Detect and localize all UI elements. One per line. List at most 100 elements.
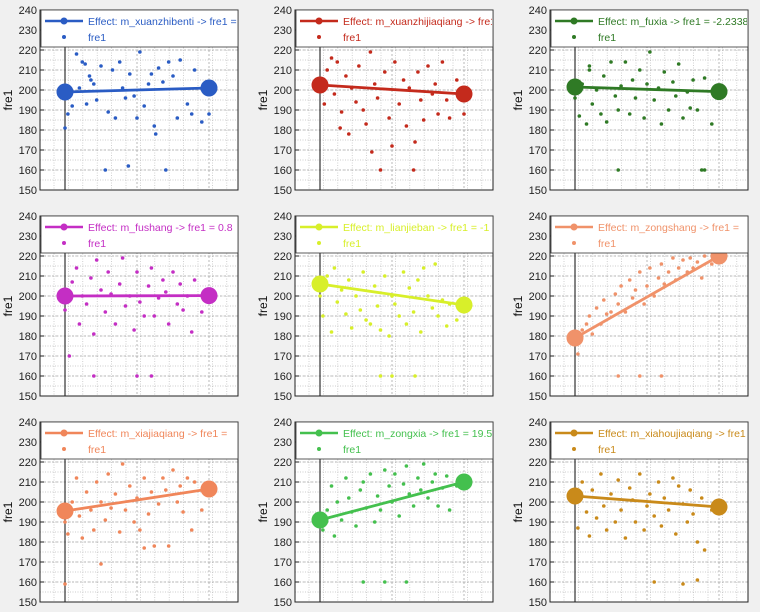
data-point — [354, 100, 358, 104]
data-point — [186, 476, 190, 480]
data-point — [413, 374, 417, 378]
legend-series-label: fre1 — [343, 238, 361, 250]
data-point — [405, 322, 409, 326]
data-point — [614, 520, 618, 524]
legend-effect-label: Effect: m_zongxia -> fre1 = 19.5 — [343, 428, 492, 440]
data-point — [383, 580, 387, 584]
data-point — [361, 480, 365, 484]
data-point — [164, 290, 168, 294]
data-point — [161, 278, 165, 282]
data-point — [128, 484, 132, 488]
y-tick-label: 150 — [19, 185, 37, 197]
y-axis-label: fre1 — [511, 89, 525, 110]
data-point — [124, 96, 128, 100]
data-point — [397, 314, 401, 318]
data-point — [95, 480, 99, 484]
data-point — [167, 544, 171, 548]
data-point — [590, 332, 594, 336]
legend-point-swatch — [572, 35, 576, 39]
y-tick-label: 150 — [529, 391, 547, 403]
data-point — [662, 70, 666, 74]
data-point — [691, 512, 695, 516]
data-point — [588, 68, 592, 72]
data-point — [152, 544, 156, 548]
data-point — [652, 98, 656, 102]
data-point — [118, 282, 122, 286]
data-point — [176, 116, 180, 120]
y-tick-label: 190 — [274, 105, 292, 117]
data-point — [667, 508, 671, 512]
data-point — [448, 116, 452, 120]
y-tick-label: 210 — [529, 477, 547, 489]
data-point — [325, 508, 329, 512]
data-point — [347, 132, 351, 136]
data-point — [376, 304, 380, 308]
y-tick-label: 190 — [274, 517, 292, 529]
data-point — [193, 68, 197, 72]
y-tick-label: 240 — [274, 5, 292, 17]
data-point — [344, 476, 348, 480]
data-point — [176, 500, 180, 504]
data-point — [657, 276, 661, 280]
y-tick-label: 190 — [529, 311, 547, 323]
data-point — [340, 110, 344, 114]
data-point — [445, 324, 449, 328]
legend-effect-label: Effect: m_xuanzhibenti -> fre1 = — [88, 16, 237, 28]
data-point — [402, 78, 406, 82]
data-point — [92, 528, 96, 532]
legend-marker-swatch — [316, 224, 323, 231]
data-point — [645, 284, 649, 288]
data-point — [645, 504, 649, 508]
data-point — [321, 528, 325, 532]
y-tick-label: 210 — [274, 477, 292, 489]
data-point — [321, 314, 325, 318]
data-point — [63, 126, 67, 130]
data-point — [318, 294, 322, 298]
data-point — [83, 62, 87, 66]
y-tick-label: 160 — [19, 165, 37, 177]
data-point — [89, 78, 93, 82]
y-tick-label: 200 — [274, 497, 292, 509]
data-point — [75, 476, 79, 480]
y-tick-label: 190 — [274, 311, 292, 323]
data-point — [78, 322, 82, 326]
data-point — [171, 468, 175, 472]
data-point — [379, 374, 383, 378]
data-point — [118, 530, 122, 534]
data-point — [207, 112, 211, 116]
data-point — [325, 68, 329, 72]
y-tick-label: 190 — [529, 105, 547, 117]
y-axis-label: fre1 — [1, 89, 15, 110]
data-point — [426, 64, 430, 68]
data-point — [338, 126, 342, 130]
data-point — [138, 300, 142, 304]
data-point — [109, 506, 113, 510]
data-point — [364, 318, 368, 322]
data-point — [642, 528, 646, 532]
y-tick-label: 240 — [19, 5, 37, 17]
data-point — [161, 80, 165, 84]
data-point — [335, 500, 339, 504]
data-point — [344, 74, 348, 78]
data-point — [330, 330, 334, 334]
data-point — [642, 302, 646, 306]
data-point — [648, 266, 652, 270]
data-point — [106, 472, 110, 476]
data-point — [142, 104, 146, 108]
data-point — [660, 374, 664, 378]
y-tick-label: 240 — [274, 211, 292, 223]
data-point — [638, 68, 642, 72]
data-point — [176, 302, 180, 306]
y-tick-label: 220 — [274, 457, 292, 469]
legend-marker-swatch — [61, 18, 68, 25]
data-point — [602, 298, 606, 302]
effect-endpoint-end — [456, 297, 473, 314]
data-point — [390, 374, 394, 378]
data-point — [638, 472, 642, 476]
data-point — [121, 462, 125, 466]
data-point — [700, 276, 704, 280]
data-point — [648, 50, 652, 54]
legend-point-swatch — [572, 241, 576, 245]
data-point — [387, 484, 391, 488]
